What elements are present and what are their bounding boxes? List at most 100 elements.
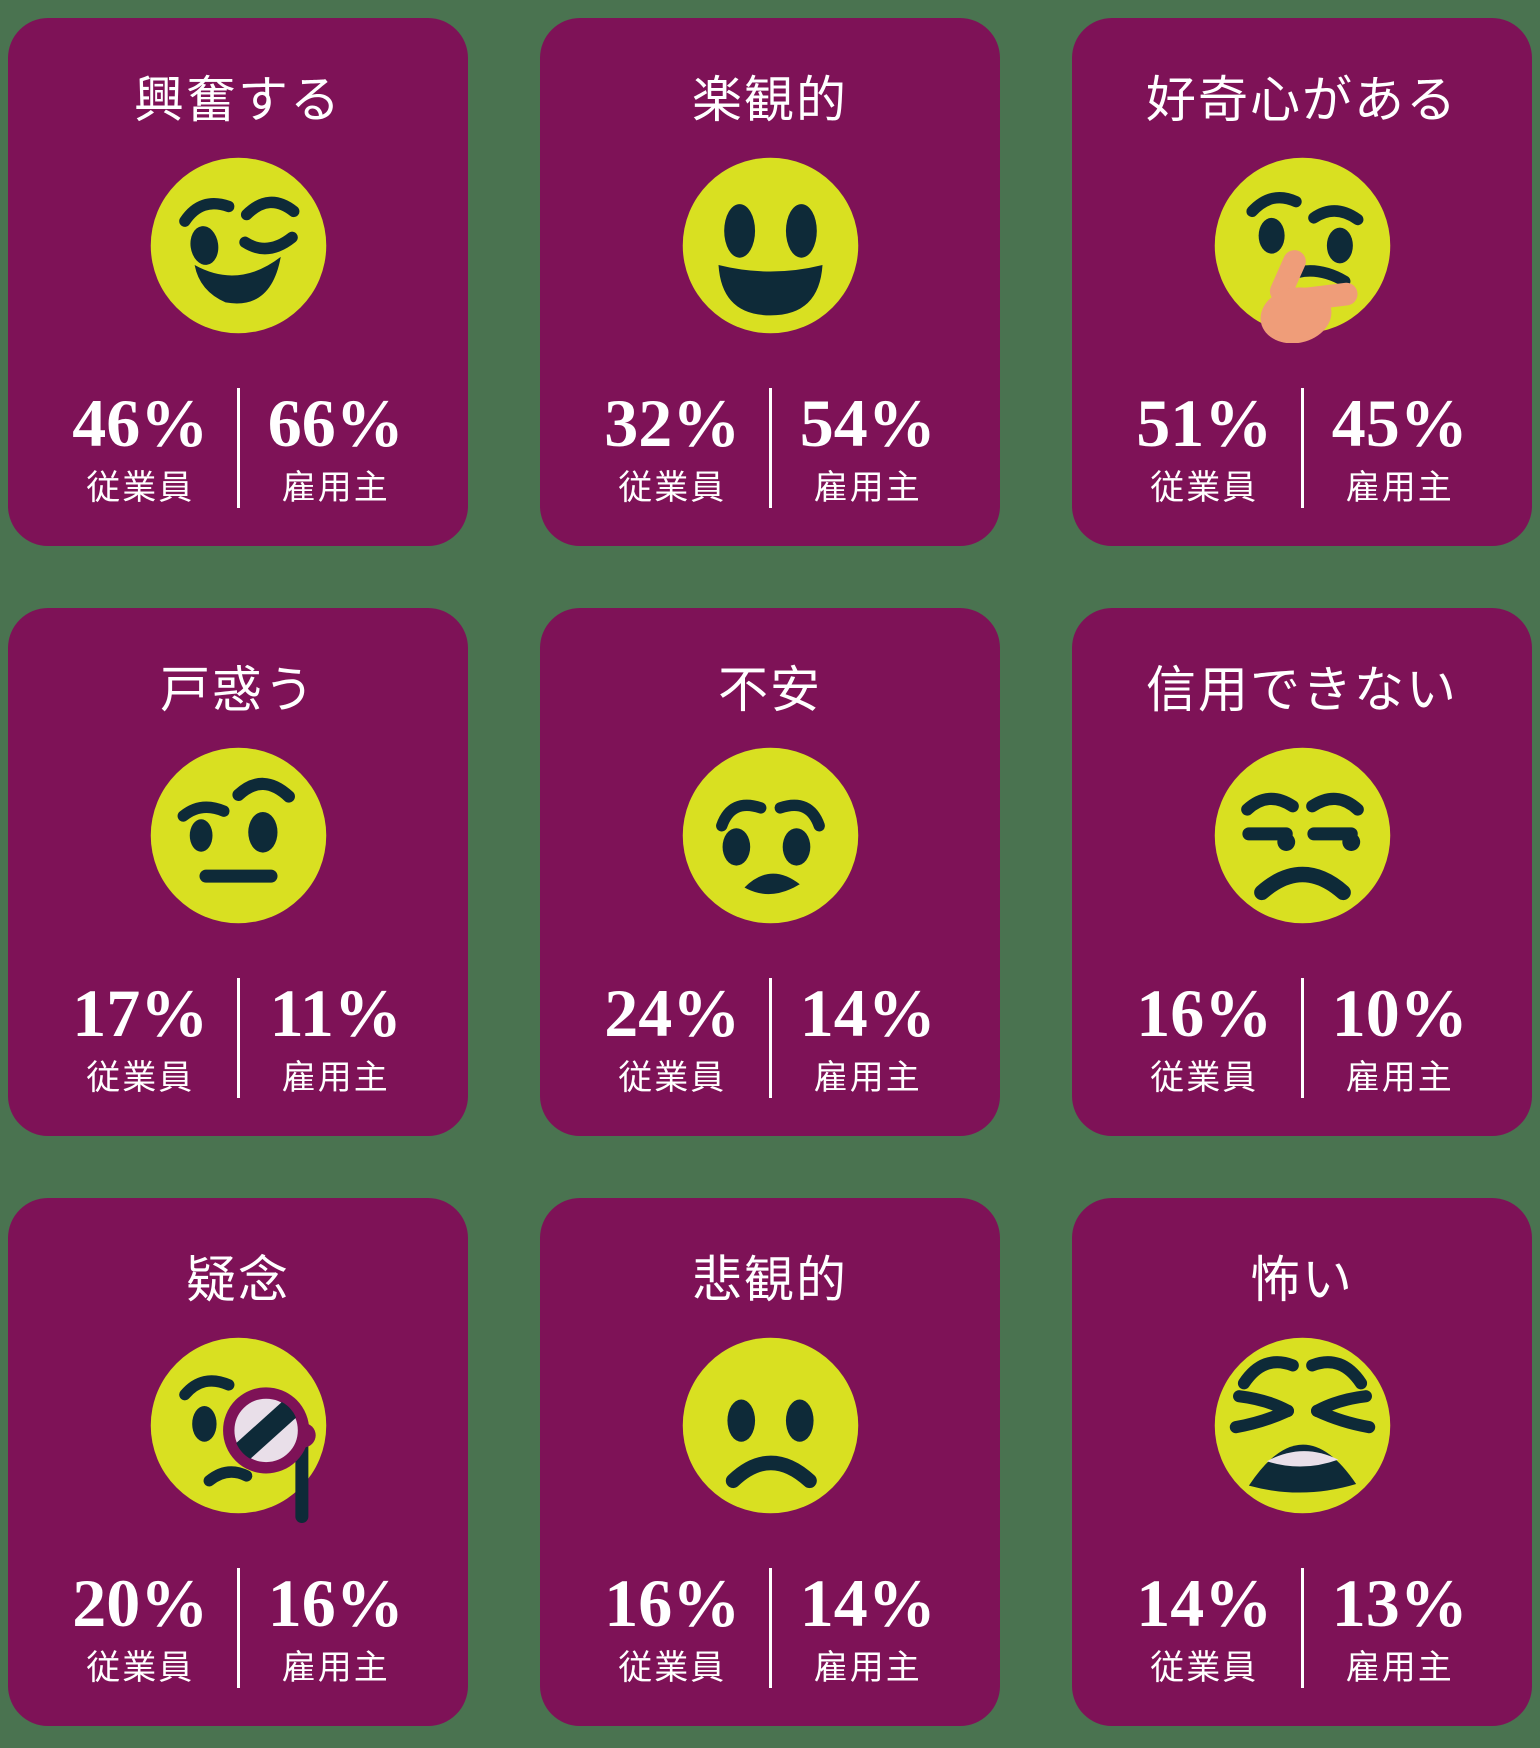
card-title: 好奇心がある	[1146, 72, 1458, 128]
employer-label: 雇用主	[813, 1059, 922, 1097]
thinking-hand	[1260, 250, 1358, 343]
employee-stat: 51% 従業員	[1108, 388, 1301, 508]
stats-row: 14% 従業員 13% 雇用主	[1072, 1568, 1532, 1726]
employer-stat: 16% 雇用主	[240, 1568, 433, 1688]
emotion-card: 戸惑う 17% 従業員 11% 雇用主	[8, 608, 468, 1136]
emotion-card: 怖い 14% 従業員 13% 雇用主	[1072, 1198, 1532, 1726]
employee-stat: 46% 従業員	[44, 388, 237, 508]
employee-percentage: 16%	[604, 1565, 741, 1641]
emoji	[1205, 148, 1400, 343]
employer-percentage: 66%	[267, 385, 404, 461]
employer-label: 雇用主	[813, 469, 922, 507]
stat-divider	[768, 388, 772, 508]
employee-percentage: 14%	[1136, 1565, 1273, 1641]
emotion-card: 悲観的 16% 従業員 14% 雇用主	[540, 1198, 1000, 1726]
employer-label: 雇用主	[813, 1649, 922, 1687]
employee-percentage: 16%	[1136, 975, 1273, 1051]
stat-divider	[236, 388, 240, 508]
employee-label: 従業員	[86, 1059, 195, 1097]
stat-divider	[236, 978, 240, 1098]
monocle-face-icon	[150, 1337, 326, 1523]
employee-stat: 32% 従業員	[576, 388, 769, 508]
employer-percentage: 45%	[1331, 385, 1468, 461]
employee-stat: 20% 従業員	[44, 1568, 237, 1688]
employer-label: 雇用主	[1345, 1649, 1454, 1687]
employee-label: 従業員	[618, 469, 727, 507]
employee-label: 従業員	[1150, 469, 1259, 507]
emoji	[141, 1328, 336, 1523]
employee-stat: 17% 従業員	[44, 978, 237, 1098]
employee-percentage: 24%	[604, 975, 741, 1051]
employee-label: 従業員	[618, 1059, 727, 1097]
stats-row: 16% 従業員 10% 雇用主	[1072, 978, 1532, 1136]
emoji	[1205, 738, 1400, 933]
employer-percentage: 16%	[267, 1565, 404, 1641]
employee-label: 従業員	[1150, 1059, 1259, 1097]
stats-row: 32% 従業員 54% 雇用主	[540, 388, 1000, 546]
employee-percentage: 51%	[1136, 385, 1273, 461]
card-title: 不安	[718, 662, 822, 718]
employer-percentage: 14%	[799, 1565, 936, 1641]
employer-label: 雇用主	[281, 1059, 390, 1097]
employer-label: 雇用主	[281, 1649, 390, 1687]
card-title: 楽観的	[692, 72, 848, 128]
employee-label: 従業員	[86, 469, 195, 507]
emoji	[673, 148, 868, 343]
emotion-card: 興奮する 46% 従業員 66% 雇用主	[8, 18, 468, 546]
emoji	[673, 1328, 868, 1523]
employer-stat: 11% 雇用主	[240, 978, 433, 1098]
stat-divider	[1300, 978, 1304, 1098]
thinking-face-icon	[1214, 157, 1390, 343]
emoji	[673, 738, 868, 933]
card-title: 戸惑う	[160, 662, 316, 718]
employer-stat: 66% 雇用主	[240, 388, 433, 508]
employer-percentage: 14%	[799, 975, 936, 1051]
employer-percentage: 13%	[1331, 1565, 1468, 1641]
employee-stat: 14% 従業員	[1108, 1568, 1301, 1688]
emotion-card: 不安 24% 従業員 14% 雇用主	[540, 608, 1000, 1136]
stat-divider	[1300, 388, 1304, 508]
emoji	[141, 738, 336, 933]
stats-row: 20% 従業員 16% 雇用主	[8, 1568, 468, 1726]
employee-label: 従業員	[86, 1649, 195, 1687]
employee-label: 従業員	[618, 1649, 727, 1687]
stats-row: 51% 従業員 45% 雇用主	[1072, 388, 1532, 546]
employer-stat: 54% 雇用主	[772, 388, 965, 508]
emoji	[1205, 1328, 1400, 1523]
card-title: 信用できない	[1146, 662, 1458, 718]
stats-row: 46% 従業員 66% 雇用主	[8, 388, 468, 546]
employer-percentage: 10%	[1331, 975, 1468, 1051]
unamused-face-icon	[1214, 747, 1390, 924]
employer-stat: 14% 雇用主	[772, 1568, 965, 1688]
employer-stat: 10% 雇用主	[1304, 978, 1497, 1098]
stats-row: 17% 従業員 11% 雇用主	[8, 978, 468, 1136]
weary-face-icon	[1214, 1337, 1390, 1514]
card-title: 興奮する	[134, 72, 342, 128]
emotion-card: 疑念 20% 従業員 16% 雇用主	[8, 1198, 468, 1726]
winking-face-icon	[150, 157, 326, 334]
worried-face-icon	[682, 747, 858, 924]
employee-percentage: 20%	[72, 1565, 209, 1641]
employer-stat: 45% 雇用主	[1304, 388, 1497, 508]
stat-divider	[236, 1568, 240, 1688]
emotion-card: 信用できない 16% 従業員 10% 雇用主	[1072, 608, 1532, 1136]
employer-label: 雇用主	[1345, 469, 1454, 507]
emoji	[141, 148, 336, 343]
grinning-face-icon	[682, 157, 858, 334]
employer-stat: 14% 雇用主	[772, 978, 965, 1098]
stat-divider	[768, 978, 772, 1098]
raised-eyebrow-face-icon	[150, 747, 326, 924]
card-title: 悲観的	[692, 1252, 848, 1308]
stat-divider	[1300, 1568, 1304, 1688]
stats-row: 16% 従業員 14% 雇用主	[540, 1568, 1000, 1726]
employee-percentage: 17%	[72, 975, 209, 1051]
employee-stat: 16% 従業員	[576, 1568, 769, 1688]
employee-percentage: 46%	[72, 385, 209, 461]
employee-label: 従業員	[1150, 1649, 1259, 1687]
employer-stat: 13% 雇用主	[1304, 1568, 1497, 1688]
stat-divider	[768, 1568, 772, 1688]
card-title: 怖い	[1250, 1252, 1354, 1308]
employer-label: 雇用主	[1345, 1059, 1454, 1097]
stats-row: 24% 従業員 14% 雇用主	[540, 978, 1000, 1136]
employee-percentage: 32%	[604, 385, 741, 461]
